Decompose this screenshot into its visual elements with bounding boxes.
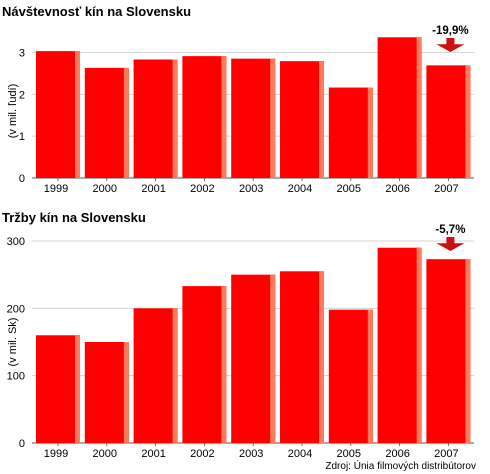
x-tick-label: 1999 [44,183,68,195]
revenue-chart: Tržby kín na Slovensku (v mil. Sk) 0 100 200… [2,210,474,460]
bar-highlight [221,286,227,443]
bar [84,67,129,178]
x-tick-label: 2001 [141,183,165,195]
bar [280,61,324,179]
y-tick-label: 300 [7,236,25,248]
bar-highlight [465,65,471,178]
bar-highlight [123,67,129,178]
bar-highlight [123,342,129,443]
bar-highlight [367,309,373,443]
bar-highlight [367,87,373,178]
y-tick-label: 3 [19,47,25,59]
down-arrow-icon [436,38,465,52]
bar-highlight [319,271,324,443]
bar [231,274,276,443]
x-tick-label: 2006 [385,183,409,195]
y-tick-label: 100 [7,371,25,383]
bar-highlight [75,51,80,178]
x-tick-label: 2000 [93,183,117,195]
bar [377,37,422,178]
bar [133,59,178,178]
attendance-chart: Návštevnosť kín na Slovensku (v mil. ľudí… [2,4,474,195]
bar [231,58,276,178]
bar [426,65,471,178]
bar [36,335,80,443]
bar [182,286,227,443]
y-tick-label: 0 [19,438,25,450]
x-tick-label: 2005 [337,183,361,195]
source-note: Zdroj: Únia filmových distribútorov [325,459,476,472]
chart-title: Tržby kín na Slovensku [2,210,146,225]
bar [426,259,471,443]
bar [377,247,422,443]
y-tick-label: 2 [19,89,25,101]
bar [36,51,80,178]
down-arrow-icon [436,237,465,251]
x-tick-label: 2004 [288,448,312,460]
x-tick-label: 1999 [44,448,68,460]
y-axis-label: (v mil. ľudí) [7,84,19,139]
change-annotation: -5,7% [435,224,465,236]
x-tick-label: 2003 [239,183,263,195]
bar-highlight [465,259,471,443]
x-tick-label: 2000 [93,448,117,460]
bar [328,309,373,443]
x-tick-label: 2005 [337,448,361,460]
x-tick-label: 2002 [190,183,214,195]
x-tick-label: 2003 [239,448,263,460]
x-tick-label: 2002 [190,448,214,460]
x-tick-label: 2007 [434,448,458,460]
bar [133,308,178,443]
bar [280,271,324,443]
bar-highlight [75,335,80,443]
bar-highlight [319,61,324,179]
y-tick-label: 1 [19,131,25,143]
bar-highlight [221,56,227,178]
x-tick-label: 2001 [141,448,165,460]
y-tick-label: 0 [19,173,25,185]
bar-highlight [172,59,178,178]
bar [84,342,129,443]
bar [182,56,227,178]
bar [328,87,373,178]
bar-highlight [270,274,276,443]
x-tick-label: 2006 [385,448,409,460]
bar-highlight [270,58,276,178]
y-tick-label: 200 [7,303,25,315]
bar-highlight [172,308,178,443]
change-annotation: -19,9% [432,25,468,37]
x-tick-label: 2004 [288,183,312,195]
bar-highlight [416,247,422,443]
y-axis-label: (v mil. Sk) [7,318,19,367]
bar-highlight [416,37,422,178]
chart-title: Návštevnosť kín na Slovensku [2,4,191,19]
x-tick-label: 2007 [434,183,458,195]
